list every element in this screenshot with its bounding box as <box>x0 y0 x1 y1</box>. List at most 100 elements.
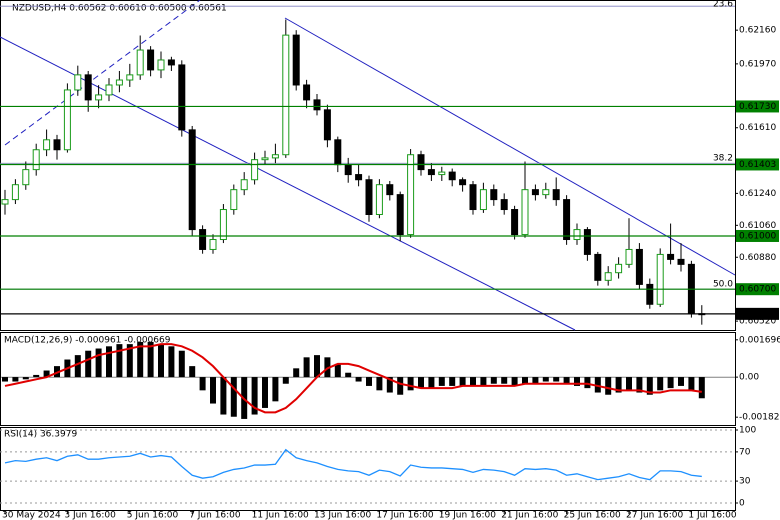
candle-body <box>84 74 92 101</box>
macd-bar <box>189 366 196 378</box>
candle-body <box>531 189 539 196</box>
x-tick-label: 19 Jun 16:00 <box>439 511 496 520</box>
candle-body <box>219 209 227 241</box>
candle-body <box>74 74 82 91</box>
macd-bar <box>282 377 289 384</box>
candle-body <box>427 169 435 176</box>
y-tick-label: 100 <box>739 426 756 436</box>
candle-body <box>292 34 300 86</box>
level-label: 0.61000 <box>739 231 776 241</box>
macd-bar <box>95 348 102 378</box>
candle-body <box>230 189 238 211</box>
candle-body <box>261 157 269 161</box>
macd-bar <box>449 377 456 386</box>
candle-body <box>459 179 467 186</box>
candle-body <box>511 209 519 236</box>
candle-body <box>53 139 61 151</box>
macd-bar <box>33 374 40 378</box>
candle-body <box>438 171 446 176</box>
candle-body <box>313 99 321 111</box>
candle-body <box>11 184 19 201</box>
macd-bar <box>386 377 393 393</box>
macd-bar <box>438 377 445 386</box>
candle-body <box>656 253 664 305</box>
fib-label: 23.6 <box>713 0 733 10</box>
level-label: 0.61403 <box>739 160 776 170</box>
macd-bar <box>54 366 60 378</box>
level-label-box <box>736 307 779 320</box>
macd-panel <box>0 332 736 426</box>
macd-bar <box>470 377 476 386</box>
macd-bar <box>355 377 362 382</box>
macd-bar <box>501 377 508 384</box>
candle-body <box>396 194 404 236</box>
macd-bar <box>688 377 695 391</box>
macd-bar <box>407 377 414 391</box>
channel-line <box>284 17 736 276</box>
macd-title: MACD(12,26,9) -0.000961 -0.000669 <box>4 336 171 346</box>
candle-body <box>355 174 363 181</box>
rsi-line <box>4 448 702 481</box>
candle-body <box>32 149 40 171</box>
x-tick-label: 3 Jun 16:00 <box>64 511 116 520</box>
macd-bar <box>657 377 664 391</box>
macd-bar <box>490 377 497 384</box>
y-tick-label: 0.61240 <box>739 189 776 199</box>
macd-bar <box>137 341 144 378</box>
candle-body <box>303 84 311 101</box>
macd-bar <box>376 377 383 391</box>
y-tick-label: 0.00 <box>739 373 759 383</box>
candle-body <box>199 229 207 250</box>
candle-body <box>240 179 248 191</box>
macd-bar <box>262 377 268 408</box>
candle-body <box>126 74 134 81</box>
candle-body <box>417 154 425 171</box>
candle-body <box>490 189 498 201</box>
level-label: 0.60561 <box>739 309 776 319</box>
y-tick-label: 0.60880 <box>739 253 776 263</box>
macd-bar <box>230 377 237 417</box>
candle-body <box>500 199 508 211</box>
y-tick-label: 30 <box>739 477 751 487</box>
macd-bar <box>272 377 279 402</box>
candle-body <box>635 248 643 285</box>
fib-label: 38.2 <box>713 154 733 164</box>
candle-body <box>209 239 217 250</box>
macd-bar <box>345 372 352 378</box>
candle-body <box>573 229 581 241</box>
x-tick-label: 11 Jun 16:00 <box>252 511 309 520</box>
candle-body <box>625 248 633 265</box>
candle-body <box>365 179 373 215</box>
macd-bar <box>74 355 81 378</box>
macd-bar <box>397 377 404 395</box>
x-tick-label: 5 Jun 16:00 <box>127 511 179 520</box>
macd-bar <box>366 377 372 386</box>
trend-line <box>4 0 201 146</box>
x-tick-label: 27 Jun 16:00 <box>626 511 683 520</box>
candle-body <box>178 64 186 131</box>
macd-bar <box>678 377 684 386</box>
x-tick-label: 30 May 2024 <box>2 511 61 520</box>
macd-bar <box>584 377 591 389</box>
macd-bar <box>85 350 92 378</box>
candle-body <box>375 184 383 215</box>
macd-bar <box>334 363 341 378</box>
x-tick-label: 1 Jul 16:00 <box>688 511 737 520</box>
candle-body <box>95 94 103 101</box>
y-tick-label: 70 <box>739 447 751 457</box>
channel-line <box>0 36 576 331</box>
macd-bar <box>43 370 50 378</box>
fib-label: 50.0 <box>713 280 733 290</box>
y-tick-label: 0.61060 <box>739 221 776 231</box>
rsi-panel <box>0 427 736 511</box>
macd-bar <box>199 377 206 391</box>
rsi-title: RSI(14) 36.3979 <box>4 430 77 440</box>
macd-bar <box>574 377 580 386</box>
y-tick-label: 0.62160 <box>739 26 776 36</box>
candle-body <box>323 109 331 141</box>
macd-bar <box>126 344 133 378</box>
candle-body <box>448 171 456 181</box>
macd-bar <box>459 377 466 386</box>
macd-bar <box>542 377 549 382</box>
